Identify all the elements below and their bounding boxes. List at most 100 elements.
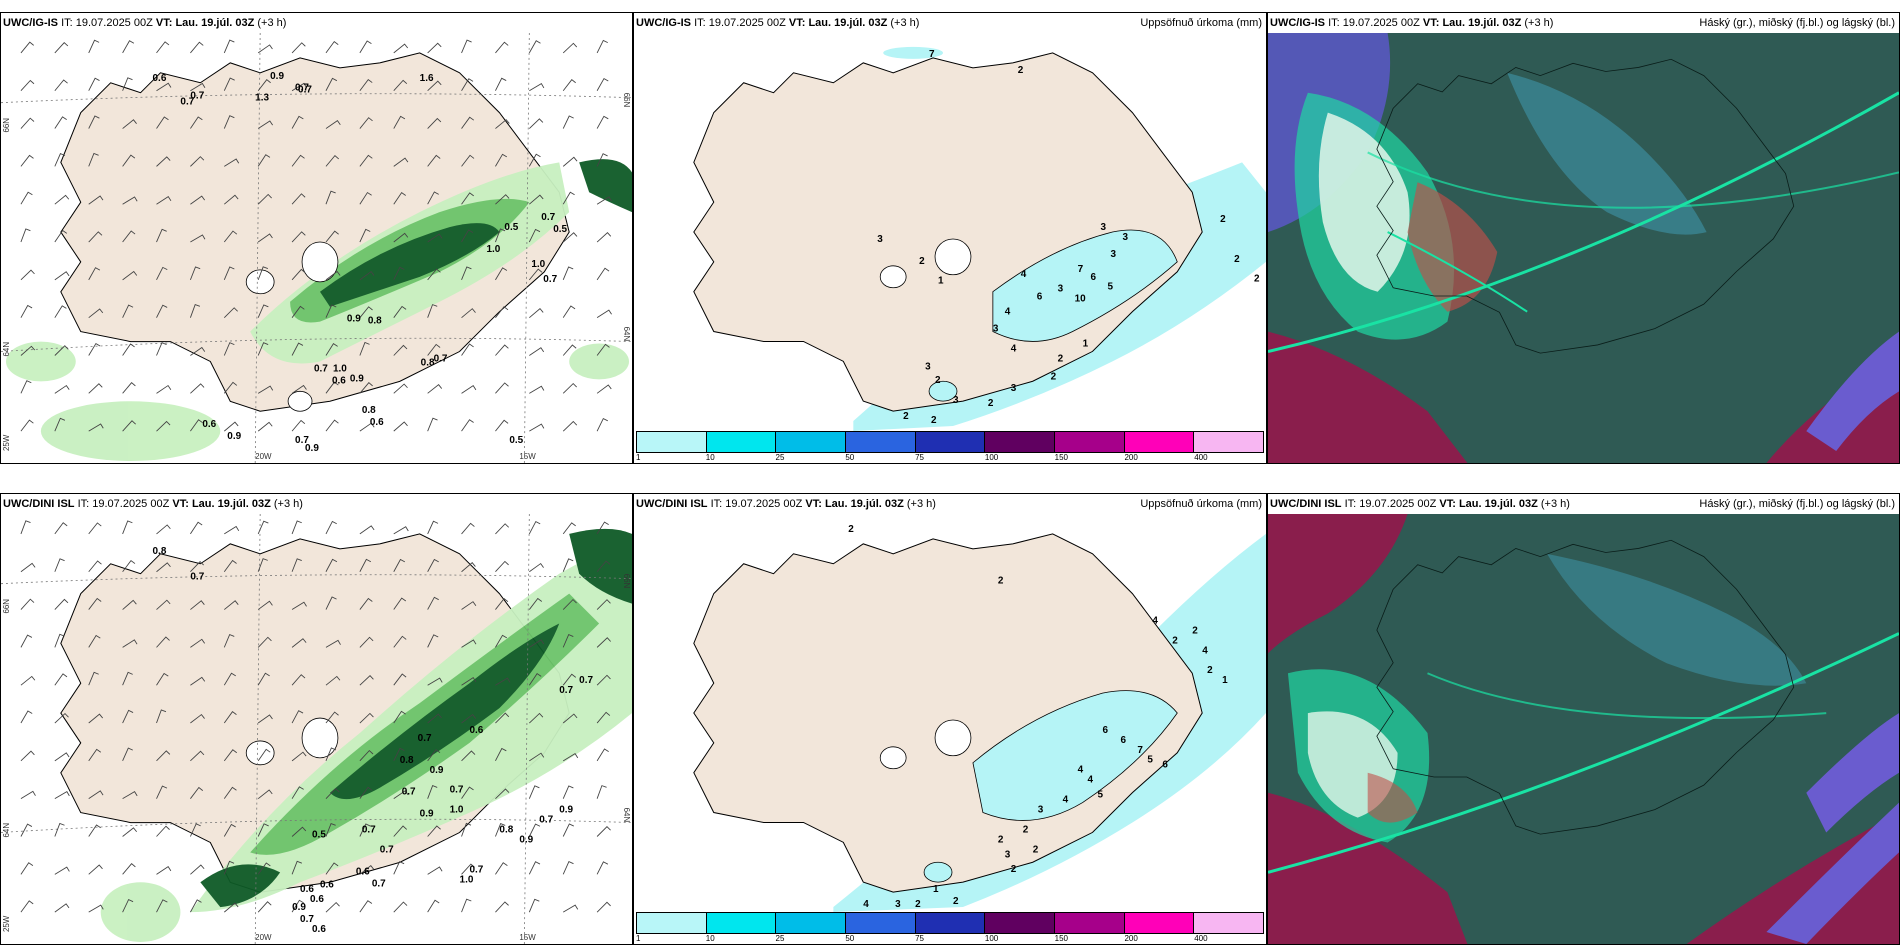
wind-barb <box>562 79 576 92</box>
precip-amount-label: 3 <box>877 234 883 245</box>
lat-label: 64N <box>622 327 631 342</box>
wind-barb <box>393 115 406 129</box>
wind-barb <box>461 343 474 356</box>
wind-barb <box>156 599 171 610</box>
panel-header: UWC/IG-IS IT: 19.07.2025 00Z VT: Lau. 19… <box>1 13 632 33</box>
wind-barb <box>562 191 575 205</box>
vt-value: Lau. 19.júl. 03Z <box>824 498 904 510</box>
wind-barb <box>359 306 373 318</box>
precip-amount-label: 2 <box>915 899 921 910</box>
precip-amount-label: 2 <box>1220 214 1226 225</box>
wind-barb <box>190 116 203 129</box>
wind-barb <box>325 822 336 837</box>
wind-barb <box>359 40 372 54</box>
wind-barb <box>257 714 273 724</box>
colorbar-tick-label: 200 <box>1124 453 1138 462</box>
precip-value-label: 0.7 <box>372 878 386 889</box>
accumulated-precip-panel-bottom: UWC/DINI ISL IT: 19.07.2025 00Z VT: Lau.… <box>633 493 1267 945</box>
precip-amount-label: 4 <box>1078 765 1084 776</box>
cloud-map[interactable] <box>1268 33 1899 463</box>
wind-barb <box>528 861 541 875</box>
wind-barb <box>461 822 472 837</box>
wind-barb <box>359 228 371 243</box>
wind-map[interactable]: 0.8 0.7 0.8 0.7 0.9 0.7 1.0 0.8 0.9 0.7 0.9 0.5 0.7 0… <box>1 514 632 944</box>
wind-barb <box>596 637 611 648</box>
colorbar-tick-label: 1 <box>636 934 641 943</box>
wind-barb <box>257 193 272 205</box>
wind-map[interactable]: 0.6 0.7 0.7 0.9 0.7 1.3 0.7 1.6 0.5 0.7 0.5 1.0 1.0 0… <box>1 33 632 463</box>
it-value: 19.07.2025 00Z <box>708 17 786 29</box>
wind-barb <box>88 904 104 913</box>
precip-amount-label: 2 <box>1051 371 1057 382</box>
wind-barb <box>20 675 36 686</box>
wind-barb <box>461 266 472 281</box>
wind-precip-panel-bottom: UWC/DINI ISL IT: 19.07.2025 00Z VT: Lau.… <box>0 493 633 945</box>
colorbar-tick-label: 75 <box>915 934 925 943</box>
colorbar-tick-label: 25 <box>775 934 785 943</box>
glaciers <box>245 241 339 412</box>
wind-barb <box>122 230 136 243</box>
colorbar-tick-label: 1 <box>636 453 641 462</box>
cloud-map[interactable] <box>1268 514 1899 944</box>
wind-barb <box>325 270 341 281</box>
wind-barb <box>257 266 269 281</box>
precip-map[interactable]: 7 2 3 2 1 3 3 3 7 6 5 4 3 10 6 4 3 4 3 2 3 2 2 2 3 2 2 1 2 2 2 <box>634 33 1266 431</box>
precip-value-label: 0.7 <box>450 785 464 796</box>
wind-barb <box>20 862 34 875</box>
wind-barb <box>427 304 438 318</box>
panel-header: UWC/DINI ISL IT: 19.07.2025 00Z VT: Lau.… <box>1 494 632 514</box>
precip-amount-label: 4 <box>1088 775 1094 786</box>
wind-barb <box>156 266 168 281</box>
wind-barb <box>427 899 440 913</box>
wind-barb <box>596 861 609 875</box>
colorbar-tick-label: 150 <box>1054 934 1069 943</box>
wind-barb <box>122 599 137 610</box>
precip-amount-label: 2 <box>998 576 1004 587</box>
wind-barb <box>461 229 474 243</box>
wind-barb <box>88 195 104 205</box>
wind-barb <box>495 306 509 318</box>
it-label: IT: <box>77 498 90 510</box>
wind-barb <box>122 40 135 54</box>
wind-barb <box>20 598 35 610</box>
precip-value-labels: 0.60.70.70.90.71.30.71.60.50.70.51.01.00… <box>153 71 568 454</box>
wind-barb <box>359 154 373 167</box>
wind-barb <box>257 385 274 394</box>
wind-precip-panel-top: UWC/IG-IS IT: 19.07.2025 00Z VT: Lau. 19… <box>0 12 633 464</box>
precip-value-label: 0.5 <box>312 830 326 841</box>
wind-barb <box>189 303 201 318</box>
wind-barb <box>461 522 475 535</box>
wind-barb <box>156 196 172 205</box>
precip-amount-label: 2 <box>953 896 959 907</box>
precip-value-label: 1.0 <box>450 805 464 816</box>
wind-barb <box>393 635 407 648</box>
wind-barb <box>427 713 442 724</box>
wind-barb <box>461 786 474 799</box>
wind-barb <box>54 673 68 686</box>
wind-barb <box>224 158 240 167</box>
colorbar-tick-label: 400 <box>1194 934 1208 943</box>
precip-value-label: 0.8 <box>400 755 414 766</box>
wind-barb <box>20 710 33 724</box>
wind-barb <box>223 823 236 837</box>
cloud-cover-panel-top: UWC/IG-IS IT: 19.07.2025 00Z VT: Lau. 19… <box>1267 12 1900 464</box>
wind-barb <box>393 232 409 243</box>
wind-barb <box>88 115 100 129</box>
precip-amount-label: 2 <box>1058 353 1064 364</box>
wind-barb <box>596 77 609 91</box>
wind-barb <box>122 343 135 356</box>
wind-barb <box>427 596 439 610</box>
wind-barb <box>461 562 476 573</box>
wind-barb <box>257 636 272 648</box>
precip-amount-label: 4 <box>1011 343 1017 354</box>
wind-map-svg: 0.80.70.80.70.90.71.00.80.90.70.90.5 0.70… <box>1 514 632 944</box>
wind-barb <box>495 822 506 837</box>
precip-value-label: 0.9 <box>270 71 284 82</box>
lat-label: 66N <box>2 118 11 133</box>
wind-barb <box>495 382 509 394</box>
lead-time: (+3 h) <box>1540 498 1570 510</box>
wind-barb <box>54 345 69 356</box>
wind-barb <box>528 785 540 799</box>
wind-barb <box>393 861 405 875</box>
